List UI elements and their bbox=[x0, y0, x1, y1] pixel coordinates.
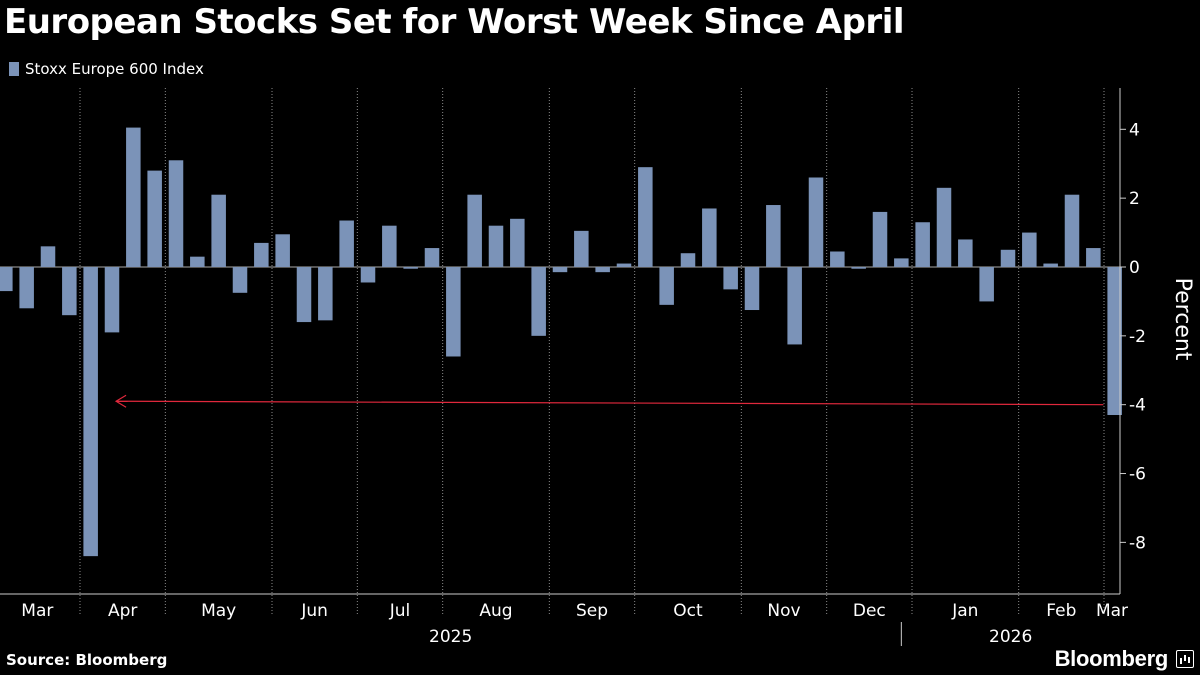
legend-label: Stoxx Europe 600 Index bbox=[25, 60, 204, 78]
bar bbox=[147, 170, 162, 267]
bar bbox=[446, 266, 461, 357]
month-label: Apr bbox=[108, 601, 137, 621]
bar bbox=[254, 242, 269, 267]
bar bbox=[766, 205, 781, 267]
month-label: Sep bbox=[576, 601, 608, 621]
month-label: Jun bbox=[300, 601, 328, 621]
bar bbox=[211, 194, 226, 267]
bar bbox=[1064, 194, 1080, 267]
bar bbox=[83, 266, 98, 557]
bar bbox=[616, 263, 632, 267]
annotation-arrow-head bbox=[114, 394, 127, 408]
bar bbox=[104, 266, 120, 333]
bar bbox=[787, 266, 802, 345]
bar bbox=[723, 266, 738, 290]
bar bbox=[1000, 249, 1016, 267]
bar bbox=[830, 251, 845, 267]
bar bbox=[190, 256, 205, 267]
y-tick-label: -2 bbox=[1129, 327, 1146, 347]
bar bbox=[488, 225, 504, 267]
bar bbox=[915, 222, 930, 267]
bar bbox=[275, 234, 290, 267]
bar bbox=[680, 253, 696, 267]
month-label: May bbox=[201, 601, 236, 621]
y-axis-label: Percent bbox=[1170, 278, 1195, 361]
bar bbox=[403, 266, 418, 269]
bar bbox=[339, 220, 354, 267]
y-tick-label: -4 bbox=[1129, 396, 1146, 416]
bar bbox=[0, 266, 13, 292]
bar bbox=[595, 266, 610, 273]
y-tick-label: -8 bbox=[1129, 533, 1146, 553]
bar bbox=[40, 246, 56, 267]
month-label: Jan bbox=[951, 601, 978, 621]
bar bbox=[467, 194, 482, 267]
bar bbox=[1022, 232, 1037, 267]
bar bbox=[894, 258, 909, 267]
brand-logo: Bloomberg bbox=[1054, 646, 1169, 671]
bar bbox=[318, 266, 333, 321]
year-label: 2026 bbox=[989, 627, 1032, 647]
bar bbox=[851, 266, 866, 269]
bar bbox=[1086, 248, 1101, 267]
bar bbox=[232, 266, 248, 293]
year-label: 2025 bbox=[429, 627, 472, 647]
bar bbox=[702, 208, 717, 267]
month-label: Mar bbox=[1096, 601, 1128, 621]
legend-swatch bbox=[9, 62, 19, 76]
bar bbox=[424, 248, 440, 267]
chart-icon bbox=[1176, 650, 1194, 668]
bar bbox=[19, 266, 34, 309]
bar bbox=[936, 187, 952, 267]
chart-title: European Stocks Set for Worst Week Since… bbox=[4, 2, 905, 42]
legend: Stoxx Europe 600 Index bbox=[9, 60, 204, 78]
y-tick-label: 4 bbox=[1129, 120, 1140, 140]
bar bbox=[979, 266, 994, 302]
bar bbox=[168, 160, 184, 267]
bar bbox=[574, 230, 589, 267]
y-tick-label: 2 bbox=[1129, 189, 1140, 209]
month-label: Nov bbox=[767, 601, 800, 621]
bar bbox=[62, 266, 77, 316]
bar bbox=[1043, 263, 1058, 267]
bar bbox=[872, 211, 888, 267]
bar bbox=[638, 167, 653, 267]
bar bbox=[126, 127, 141, 267]
month-label: Mar bbox=[21, 601, 53, 621]
bar bbox=[552, 266, 568, 273]
bar bbox=[659, 266, 674, 305]
y-tick-label: -6 bbox=[1129, 465, 1146, 485]
month-label: Oct bbox=[673, 601, 703, 621]
annotation-arrow-line bbox=[116, 400, 1104, 406]
month-label: Dec bbox=[853, 601, 886, 621]
y-tick-label: 0 bbox=[1129, 258, 1140, 278]
month-label: Aug bbox=[479, 601, 512, 621]
bar bbox=[510, 218, 525, 267]
bar bbox=[744, 266, 760, 311]
bar bbox=[808, 177, 824, 267]
month-label: Jul bbox=[389, 601, 411, 621]
bar bbox=[360, 266, 376, 283]
bar bbox=[382, 225, 397, 267]
source-note: Source: Bloomberg bbox=[6, 651, 168, 669]
bar bbox=[958, 239, 973, 267]
bar bbox=[296, 266, 312, 323]
bar bbox=[531, 266, 546, 336]
bar bbox=[1107, 266, 1122, 416]
month-label: Feb bbox=[1046, 601, 1076, 621]
